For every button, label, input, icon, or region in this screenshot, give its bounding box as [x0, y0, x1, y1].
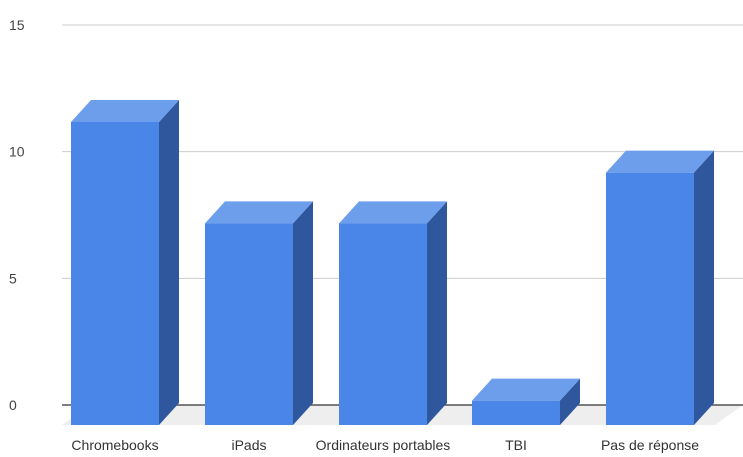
bar-2: [205, 201, 313, 425]
bar-front-1: [71, 122, 159, 425]
x-tick-label-5: Pas de réponse: [601, 437, 699, 453]
y-tick-label-15: 15: [9, 17, 25, 33]
bar-side-4: [560, 378, 580, 425]
bar-side-2: [293, 201, 313, 425]
bar-side-3: [427, 201, 447, 425]
x-axis-labels: Chromebooks iPads Ordinateurs portables TBI…: [71, 437, 699, 453]
bar-4: [472, 378, 580, 425]
bar-front-3: [339, 223, 427, 425]
bar-top-4: [472, 378, 580, 401]
bar-3: [339, 201, 447, 425]
x-tick-label-2: iPads: [231, 437, 266, 453]
bar-front-5: [606, 172, 694, 425]
x-tick-label-1: Chromebooks: [71, 437, 158, 453]
bar-side-1: [159, 100, 179, 425]
bar-side-5: [694, 150, 714, 425]
y-axis-ticks: 0 5 10 15: [9, 17, 25, 413]
x-tick-label-3: Ordinateurs portables: [316, 437, 451, 453]
bar-top-5: [606, 150, 714, 173]
bar-top-3: [339, 201, 447, 224]
bar-1: [71, 100, 179, 425]
bar-5: [606, 150, 714, 425]
x-tick-label-4: TBI: [505, 437, 527, 453]
y-tick-label-10: 10: [9, 144, 25, 160]
bar-front-4: [472, 400, 560, 425]
y-tick-label-5: 5: [9, 270, 17, 286]
bar-top-1: [71, 100, 179, 122]
bars: [71, 100, 714, 425]
bar-front-2: [205, 223, 293, 425]
bar-top-2: [205, 201, 313, 224]
y-tick-label-0: 0: [9, 397, 17, 413]
